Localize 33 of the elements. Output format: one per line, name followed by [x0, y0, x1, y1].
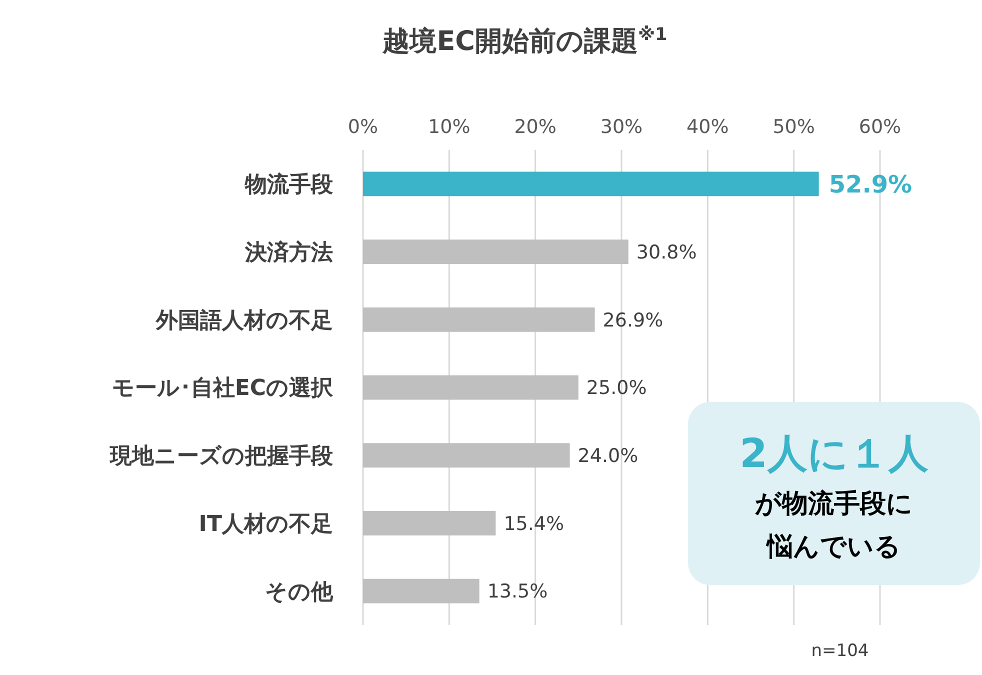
data-label: 30.8% — [636, 241, 697, 264]
annotation: 2人に１人 — [740, 431, 930, 477]
x-tick-label: 60% — [858, 116, 902, 138]
data-label: 25.0% — [586, 377, 647, 400]
chart-title: 越境EC開始前の課題$^{※1}$ — [382, 25, 668, 57]
x-tick-label: 10% — [428, 116, 470, 138]
data-label: 52.9% — [828, 170, 912, 198]
x-tick-label: 0% — [348, 116, 378, 138]
data-label: 26.9% — [602, 309, 664, 332]
y-tick-label: 物流手段 — [244, 172, 334, 198]
x-tick-label: 30% — [600, 116, 643, 138]
bar — [363, 578, 480, 604]
annotation: が物流手段に — [755, 489, 913, 519]
x-tick-label: 40% — [686, 116, 729, 138]
bar — [363, 443, 570, 468]
bar — [363, 240, 628, 264]
y-tick-label: 外国語人材の不足 — [155, 308, 333, 334]
data-label: 15.4% — [504, 512, 564, 535]
y-tick-label: モール･自社ECの選択 — [112, 376, 334, 402]
bar — [363, 172, 819, 196]
text: n=104 — [811, 641, 869, 661]
bar — [363, 375, 578, 400]
x-tick-label: 50% — [772, 116, 815, 138]
x-tick-label: 20% — [514, 116, 556, 138]
y-tick-label: 決済方法 — [244, 239, 333, 266]
data-label: 24.0% — [578, 445, 638, 468]
bar — [363, 511, 496, 536]
annotation: 悩んでいる — [765, 532, 901, 562]
y-tick-label: IT人材の不足 — [198, 512, 333, 537]
y-tick-label: 現地ニーズの把握手段 — [109, 444, 334, 470]
data-label: 13.5% — [487, 580, 548, 603]
bar — [363, 307, 595, 332]
y-tick-label: その他 — [265, 580, 334, 605]
